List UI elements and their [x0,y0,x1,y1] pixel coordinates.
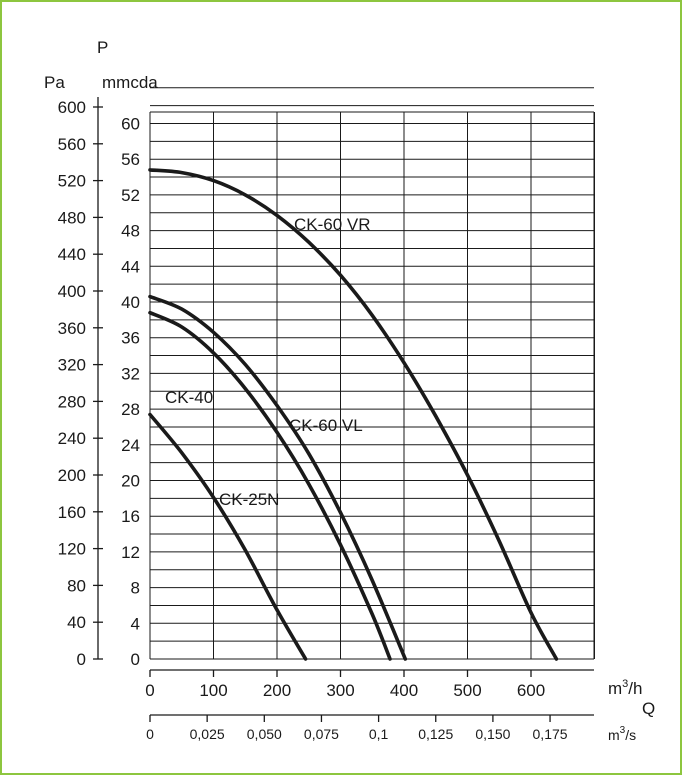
curve-ck-25n [148,412,308,661]
ms-tick-label: 0,075 [304,726,339,742]
pa-tick-label: 600 [58,98,86,117]
pa-tick-label: 440 [58,245,86,264]
pa-tick-label: 560 [58,135,86,154]
mh-tick-label: 600 [517,681,545,700]
label-ck-60-vl: CK-60 VL [289,416,363,435]
p-symbol: P [97,38,108,57]
pa-tick-label: 0 [77,650,86,669]
curve-ck-60-vl [148,294,408,661]
mmcda-tick-label: 24 [121,436,140,455]
label-ck-25n: CK-25N [219,490,279,509]
pa-tick-label: 200 [58,466,86,485]
ms-tick-label: 0,125 [418,726,453,742]
pa-tick-label: 480 [58,208,86,227]
pa-unit: Pa [44,73,65,92]
mh-unit: m3/h [608,678,642,698]
mmcda-tick-label: 20 [121,472,140,491]
q-symbol: Q [642,699,655,718]
ticks: 6005605204804404003603202802402001601208… [58,97,594,742]
ms-tick-label: 0,150 [475,726,510,742]
curves [148,168,559,661]
mmcda-tick-label: 52 [121,186,140,205]
mmcda-tick-label: 60 [121,115,140,134]
mmcda-unit: mmcda [102,73,158,92]
mmcda-tick-label: 0 [131,650,140,669]
ms-tick-label: 0 [146,726,154,742]
mh-tick-label: 200 [263,681,291,700]
ms-tick-label: 0,050 [247,726,282,742]
curve-ck-40 [148,310,392,661]
pa-tick-label: 120 [58,540,86,559]
pa-tick-label: 520 [58,172,86,191]
grid [149,87,595,660]
mmcda-tick-label: 56 [121,150,140,169]
mmcda-tick-label: 32 [121,364,140,383]
mmcda-tick-label: 48 [121,222,140,241]
pa-tick-label: 40 [67,613,86,632]
ms-tick-label: 0,025 [190,726,225,742]
pa-tick-label: 240 [58,429,86,448]
pa-tick-label: 360 [58,319,86,338]
pa-tick-label: 80 [67,576,86,595]
mh-tick-label: 300 [326,681,354,700]
curve-ck-60-vr [148,168,559,661]
pa-tick-label: 280 [58,392,86,411]
mmcda-tick-label: 4 [131,614,140,633]
pa-tick-label: 400 [58,282,86,301]
mmcda-tick-label: 40 [121,293,140,312]
ms-tick-label: 0,175 [533,726,568,742]
ms-tick-label: 0,1 [369,726,389,742]
mmcda-tick-label: 36 [121,329,140,348]
label-ck-60-vr: CK-60 VR [294,215,371,234]
mh-tick-label: 500 [453,681,481,700]
mmcda-tick-label: 44 [121,257,140,276]
pa-tick-label: 160 [58,503,86,522]
mmcda-tick-label: 12 [121,543,140,562]
mmcda-tick-label: 8 [131,579,140,598]
mh-tick-label: 0 [145,681,154,700]
mmcda-tick-label: 16 [121,507,140,526]
mh-tick-label: 100 [199,681,227,700]
pa-tick-label: 320 [58,356,86,375]
mmcda-tick-label: 28 [121,400,140,419]
mh-tick-label: 400 [390,681,418,700]
label-ck-40: CK-40 [165,388,213,407]
ms-unit: m3/s [608,725,636,743]
